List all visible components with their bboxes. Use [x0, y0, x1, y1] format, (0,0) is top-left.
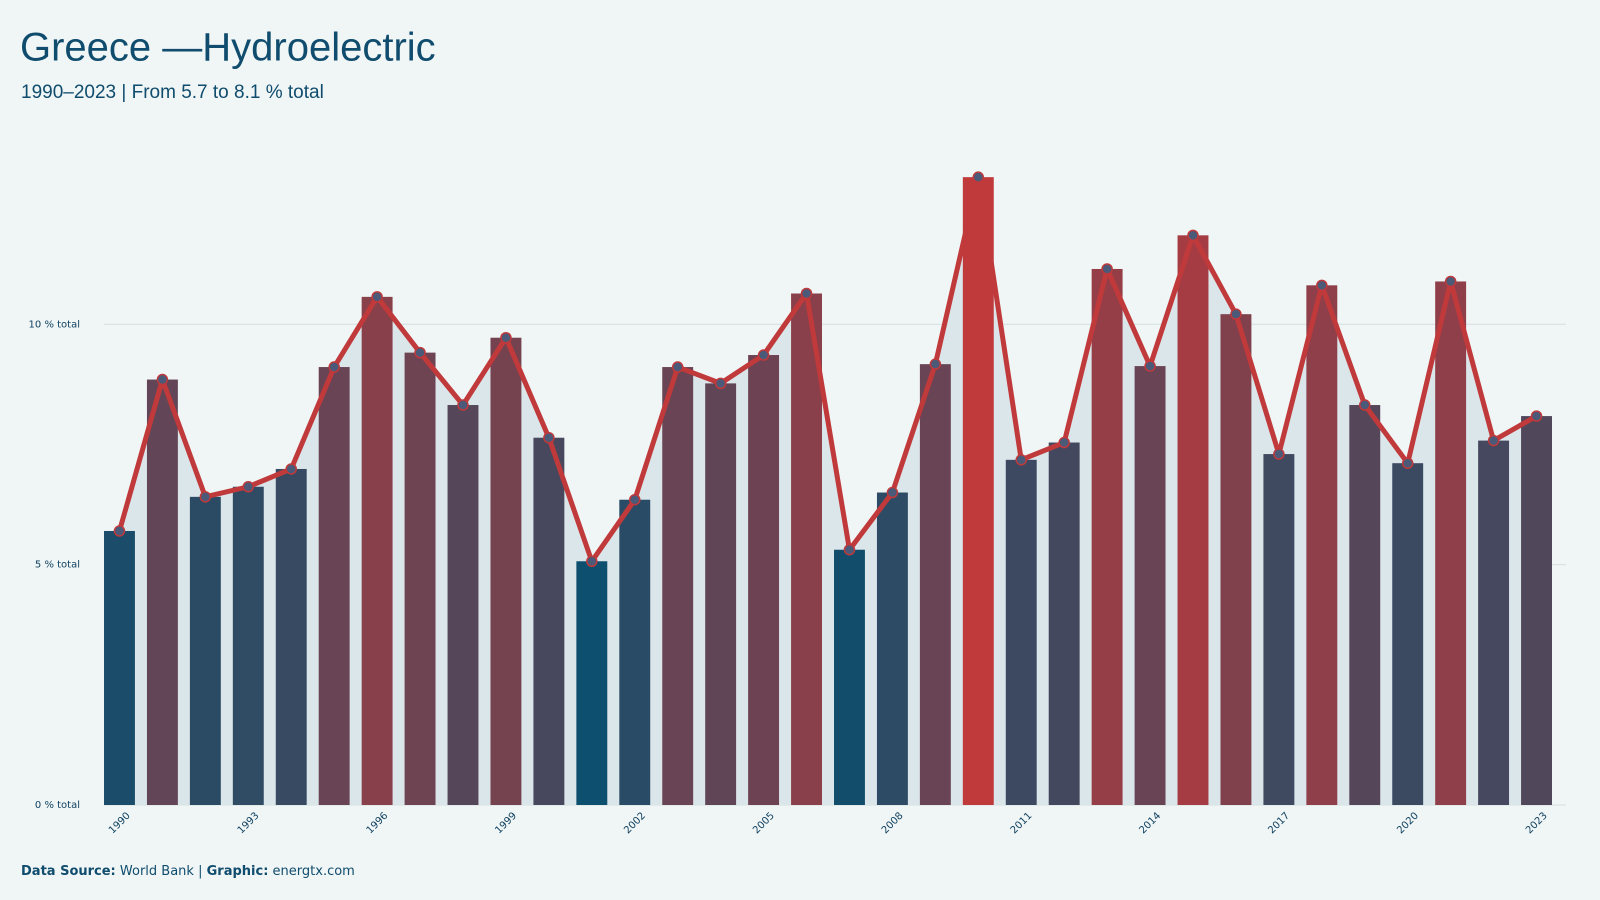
- bar: [361, 296, 393, 805]
- bar: [662, 367, 694, 805]
- point: [1101, 263, 1113, 275]
- bar: [490, 337, 522, 805]
- bar: [619, 499, 651, 805]
- bar: [919, 364, 951, 805]
- x-tick-label: 2017: [1266, 810, 1292, 836]
- bar: [1478, 440, 1510, 805]
- point: [1015, 454, 1027, 466]
- bar: [1048, 442, 1080, 805]
- point: [586, 555, 598, 568]
- x-tick-label: 2005: [751, 810, 777, 836]
- x-tick-label: 2023: [1524, 810, 1550, 836]
- bar: [1306, 285, 1338, 806]
- bar: [404, 352, 436, 805]
- point: [1359, 399, 1371, 411]
- point: [199, 491, 212, 503]
- source-label: Data Source:: [21, 864, 116, 879]
- bar: [1263, 454, 1295, 805]
- chart-title: Greece —Hydroelectric: [20, 26, 436, 70]
- point: [242, 480, 255, 493]
- bar: [104, 530, 135, 805]
- point: [1487, 434, 1500, 447]
- point: [457, 399, 469, 411]
- point: [800, 287, 813, 300]
- point: [156, 373, 169, 386]
- point: [1187, 229, 1199, 242]
- bar: [1521, 416, 1552, 805]
- y-tick-label: 0 % total: [35, 800, 80, 811]
- point: [113, 525, 126, 537]
- bar: [1349, 405, 1381, 805]
- point: [1316, 279, 1328, 292]
- point: [371, 291, 383, 303]
- y-tick-label: 10 % total: [29, 319, 80, 330]
- graphic-label: Graphic:: [207, 864, 269, 879]
- point: [929, 358, 942, 370]
- bar: [962, 177, 994, 805]
- x-tick-label: 2011: [1009, 810, 1035, 836]
- x-tick-label: 1999: [493, 810, 519, 836]
- bar: [318, 367, 350, 805]
- x-tick-label: 1996: [365, 810, 391, 836]
- bar: [189, 496, 221, 805]
- point: [1058, 436, 1070, 449]
- point: [1230, 308, 1242, 320]
- y-tick-label: 5 % total: [35, 560, 80, 571]
- point: [671, 361, 684, 373]
- bar: [533, 437, 565, 805]
- point: [414, 346, 426, 359]
- point: [1401, 457, 1414, 469]
- bar: [1005, 459, 1037, 805]
- separator: |: [198, 864, 202, 879]
- x-tick-label: 1990: [107, 810, 133, 836]
- point: [757, 349, 770, 361]
- bar: [576, 561, 608, 805]
- bar: [791, 293, 822, 805]
- point: [1530, 410, 1543, 422]
- footer: Data Source: World Bank | Graphic: energ…: [21, 864, 355, 879]
- bar: [1177, 235, 1209, 806]
- point: [843, 543, 856, 556]
- bar: [705, 383, 737, 805]
- bar: [748, 355, 780, 805]
- x-tick-label: 2002: [622, 810, 648, 836]
- x-tick-label: 1993: [236, 810, 262, 836]
- graphic: energtx.com: [273, 864, 355, 879]
- point: [972, 171, 985, 183]
- source: World Bank: [120, 864, 195, 879]
- point: [1144, 360, 1156, 372]
- point: [714, 377, 727, 390]
- x-tick-label: 2014: [1138, 810, 1164, 836]
- bar: [1134, 366, 1166, 805]
- bar: [876, 492, 908, 805]
- bar: [1392, 463, 1424, 805]
- point: [500, 331, 512, 344]
- bar: [232, 486, 264, 805]
- chart-subtitle: 1990–2023 | From 5.7 to 8.1 % total: [21, 82, 324, 103]
- bar: [1220, 314, 1252, 805]
- point: [543, 431, 555, 444]
- point: [886, 486, 899, 499]
- bar: [275, 468, 307, 805]
- bar: [146, 379, 178, 805]
- bar: [834, 549, 865, 805]
- point: [1273, 448, 1285, 460]
- bar: [1091, 268, 1123, 805]
- x-tick-label: 2008: [880, 810, 906, 836]
- point: [285, 463, 297, 475]
- point: [328, 361, 340, 373]
- point: [629, 493, 641, 506]
- point: [1444, 275, 1457, 288]
- bar: [447, 405, 479, 805]
- bar: [1435, 281, 1467, 805]
- x-tick-label: 2020: [1395, 810, 1421, 836]
- line: [117, 174, 1538, 564]
